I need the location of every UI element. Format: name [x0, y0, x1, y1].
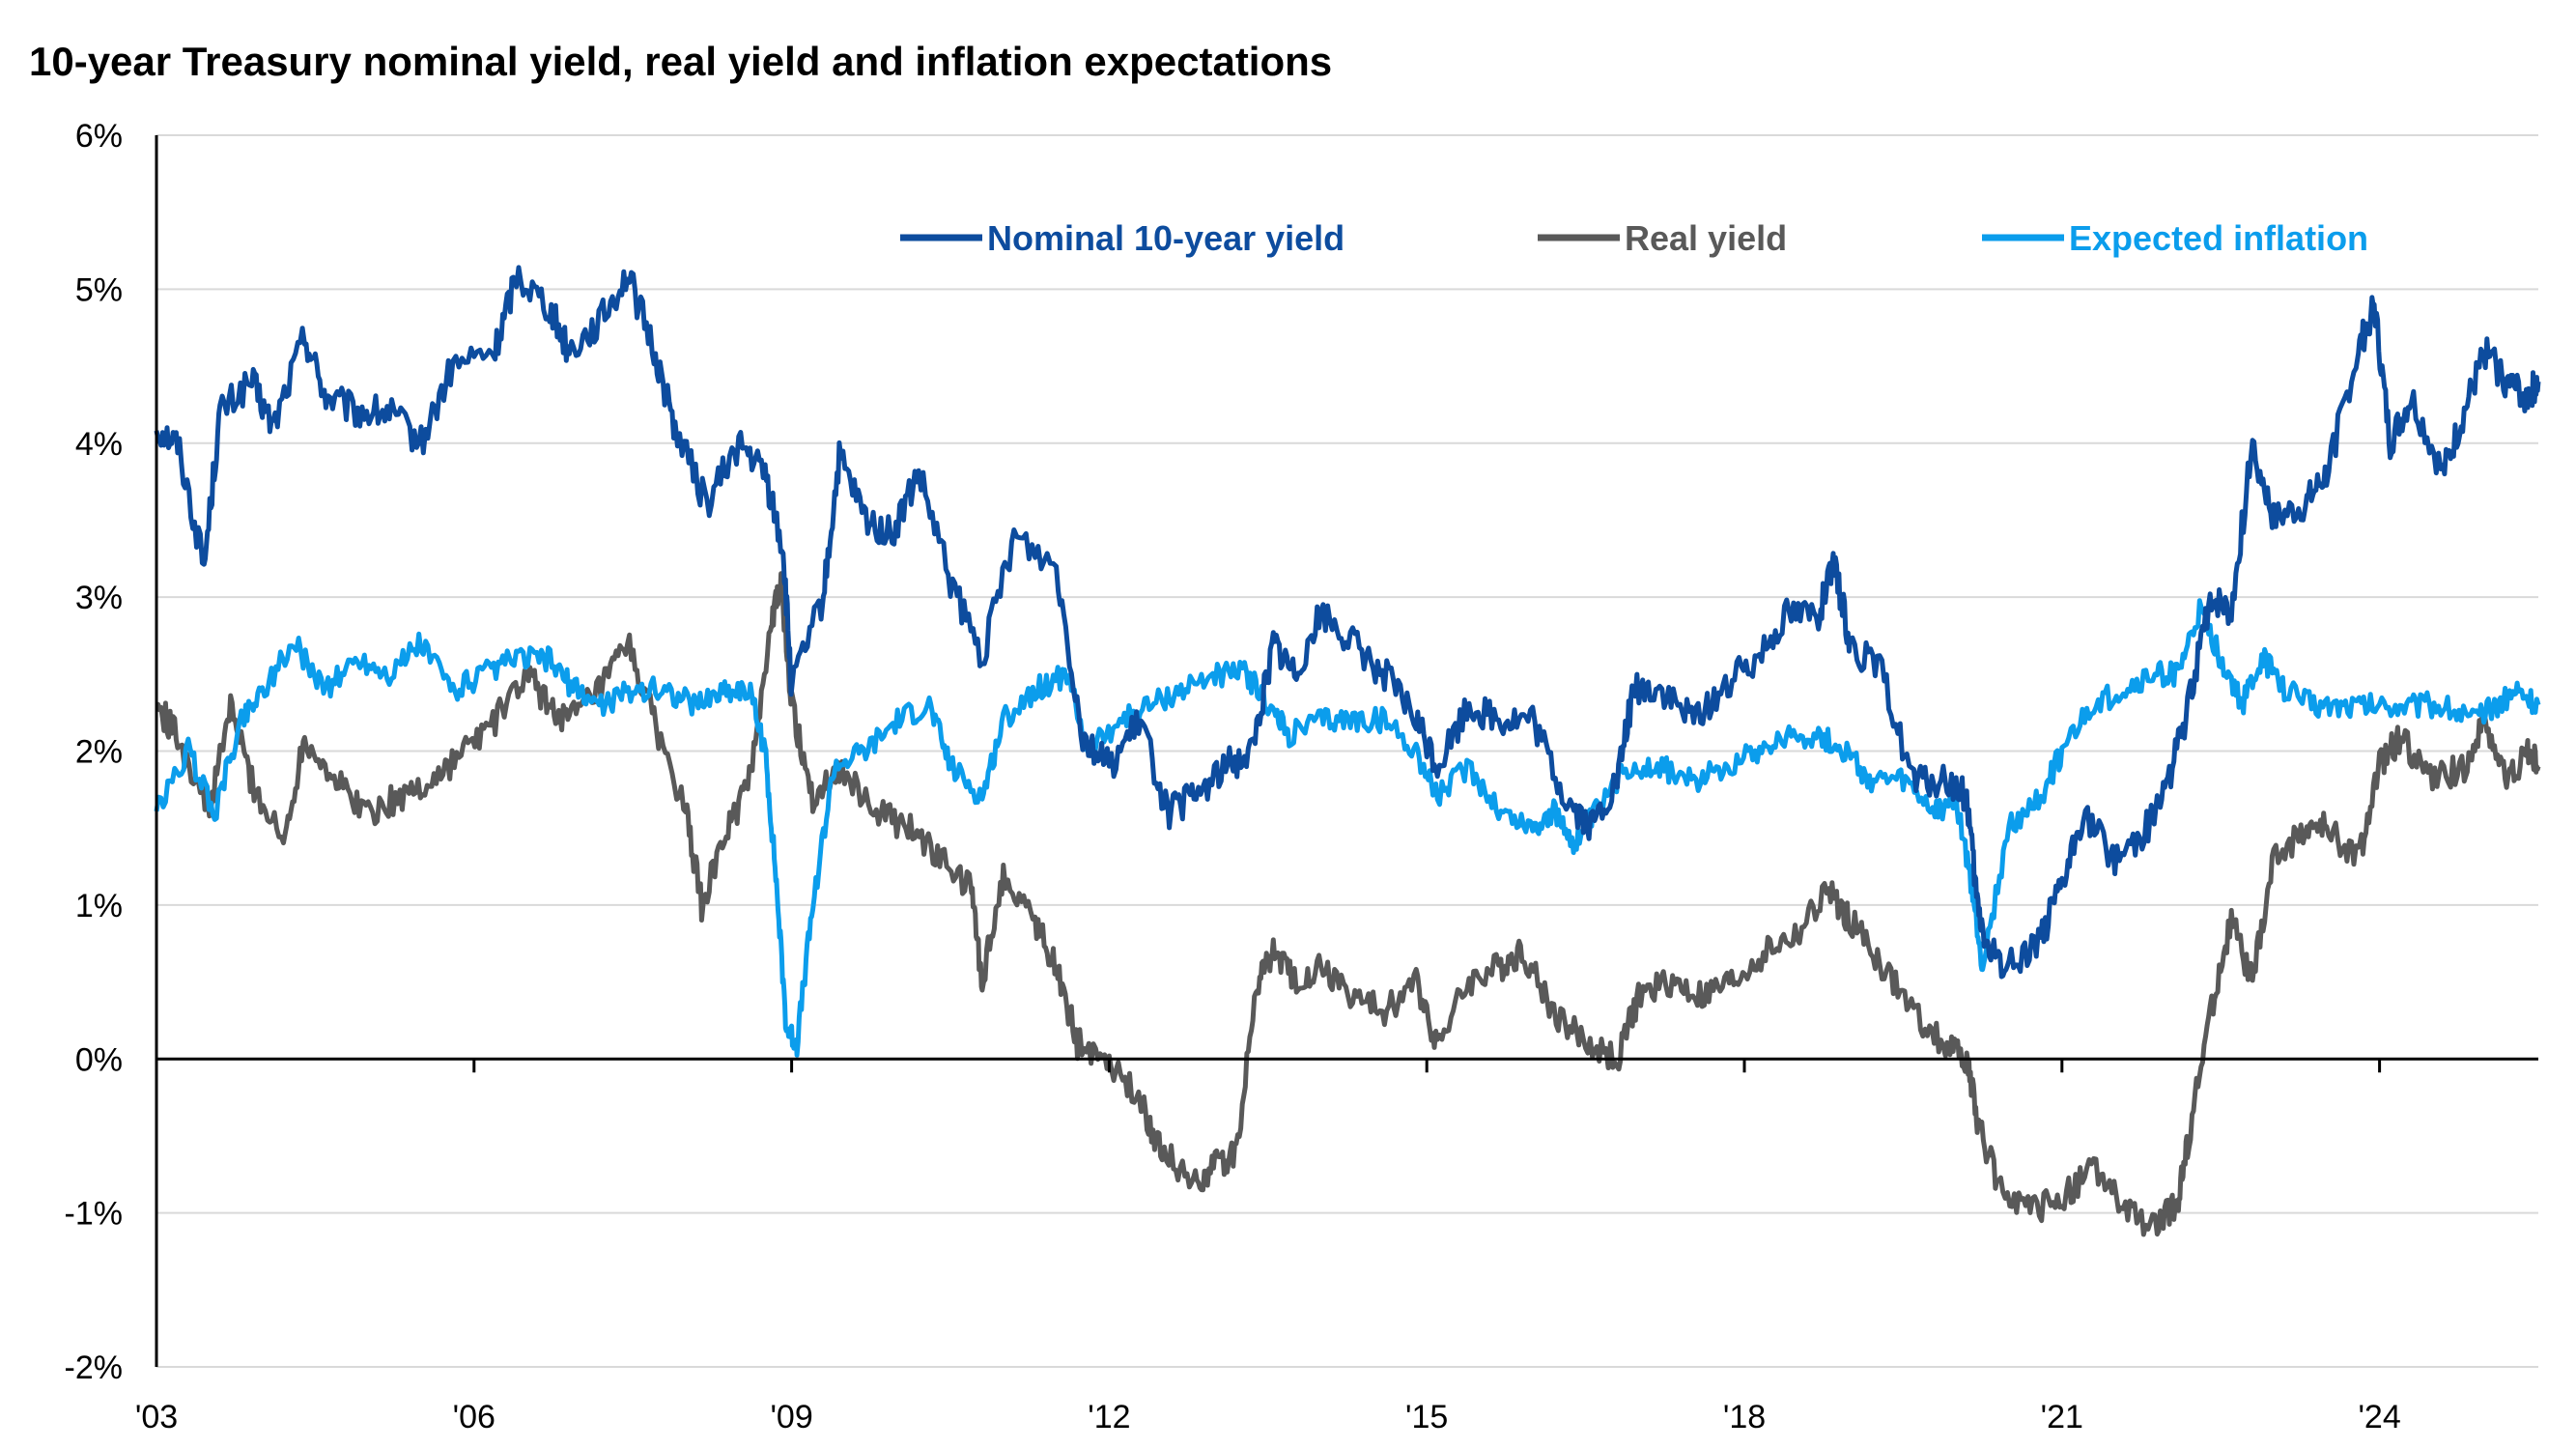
legend-label-nominal-10-year-yield: Nominal 10-year yield — [987, 218, 1345, 258]
x-tick-label: '12 — [1088, 1399, 1130, 1435]
y-tick-label: 3% — [75, 580, 123, 616]
x-tick-label: '15 — [1405, 1399, 1448, 1435]
x-tick-label: '06 — [453, 1399, 495, 1435]
y-tick-label: 4% — [75, 426, 123, 463]
series-line-real-yield — [155, 571, 2541, 1237]
legend: Nominal 10-year yield Real yield Expected … — [900, 218, 2368, 258]
y-tick-label: 0% — [75, 1041, 123, 1078]
x-tick-label: '03 — [135, 1399, 178, 1435]
series-line-nominal-10-year-yield — [154, 265, 2541, 980]
x-tick-label: '09 — [770, 1399, 812, 1435]
x-axis-ticks: '03 '06 '09 '12 '15 '18 '21 '24 — [135, 1399, 2401, 1435]
y-tick-label: -1% — [65, 1196, 123, 1233]
x-tick-label: '21 — [2041, 1399, 2083, 1435]
series-lines — [154, 265, 2541, 1237]
y-axis-ticks: -2% -1% 0% 1% 2% 3% 4% 5% 6% — [65, 118, 123, 1386]
legend-label-expected-inflation: Expected inflation — [2069, 218, 2368, 258]
series-line-expected-inflation — [154, 598, 2541, 1058]
y-tick-label: 1% — [75, 888, 123, 924]
x-tick-label: '24 — [2358, 1399, 2400, 1435]
gridlines — [156, 134, 2538, 1368]
legend-label-real-yield: Real yield — [1625, 218, 1787, 258]
y-tick-label: 5% — [75, 271, 123, 308]
chart-title: 10-year Treasury nominal yield, real yie… — [29, 39, 1333, 84]
axes — [155, 135, 2538, 1367]
y-tick-label: 2% — [75, 734, 123, 771]
y-tick-label: -2% — [65, 1350, 123, 1386]
x-tick-label: '18 — [1723, 1399, 1766, 1435]
y-tick-label: 6% — [75, 118, 123, 155]
